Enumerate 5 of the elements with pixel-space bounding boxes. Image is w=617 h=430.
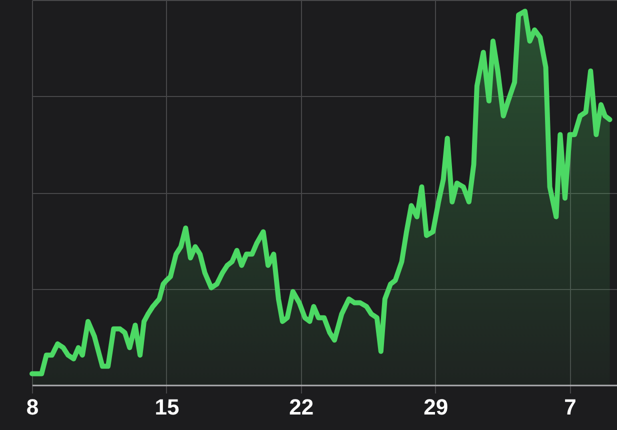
x-tick-label: 22 bbox=[289, 394, 314, 420]
x-tick-label: 7 bbox=[564, 394, 576, 420]
x-tick-label: 15 bbox=[154, 394, 180, 420]
x-tick-label: 29 bbox=[424, 394, 448, 420]
x-tick-label: 8 bbox=[26, 394, 39, 420]
